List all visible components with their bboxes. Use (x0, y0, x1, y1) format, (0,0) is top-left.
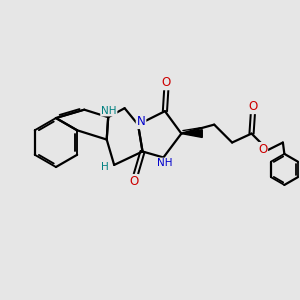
Text: NH: NH (101, 106, 116, 116)
Text: O: O (129, 175, 138, 188)
Text: O: O (162, 76, 171, 89)
Text: H: H (101, 162, 109, 172)
Text: N: N (137, 115, 146, 128)
Polygon shape (182, 130, 202, 137)
Text: O: O (258, 143, 267, 156)
Text: O: O (248, 100, 258, 113)
Text: NH: NH (157, 158, 173, 168)
